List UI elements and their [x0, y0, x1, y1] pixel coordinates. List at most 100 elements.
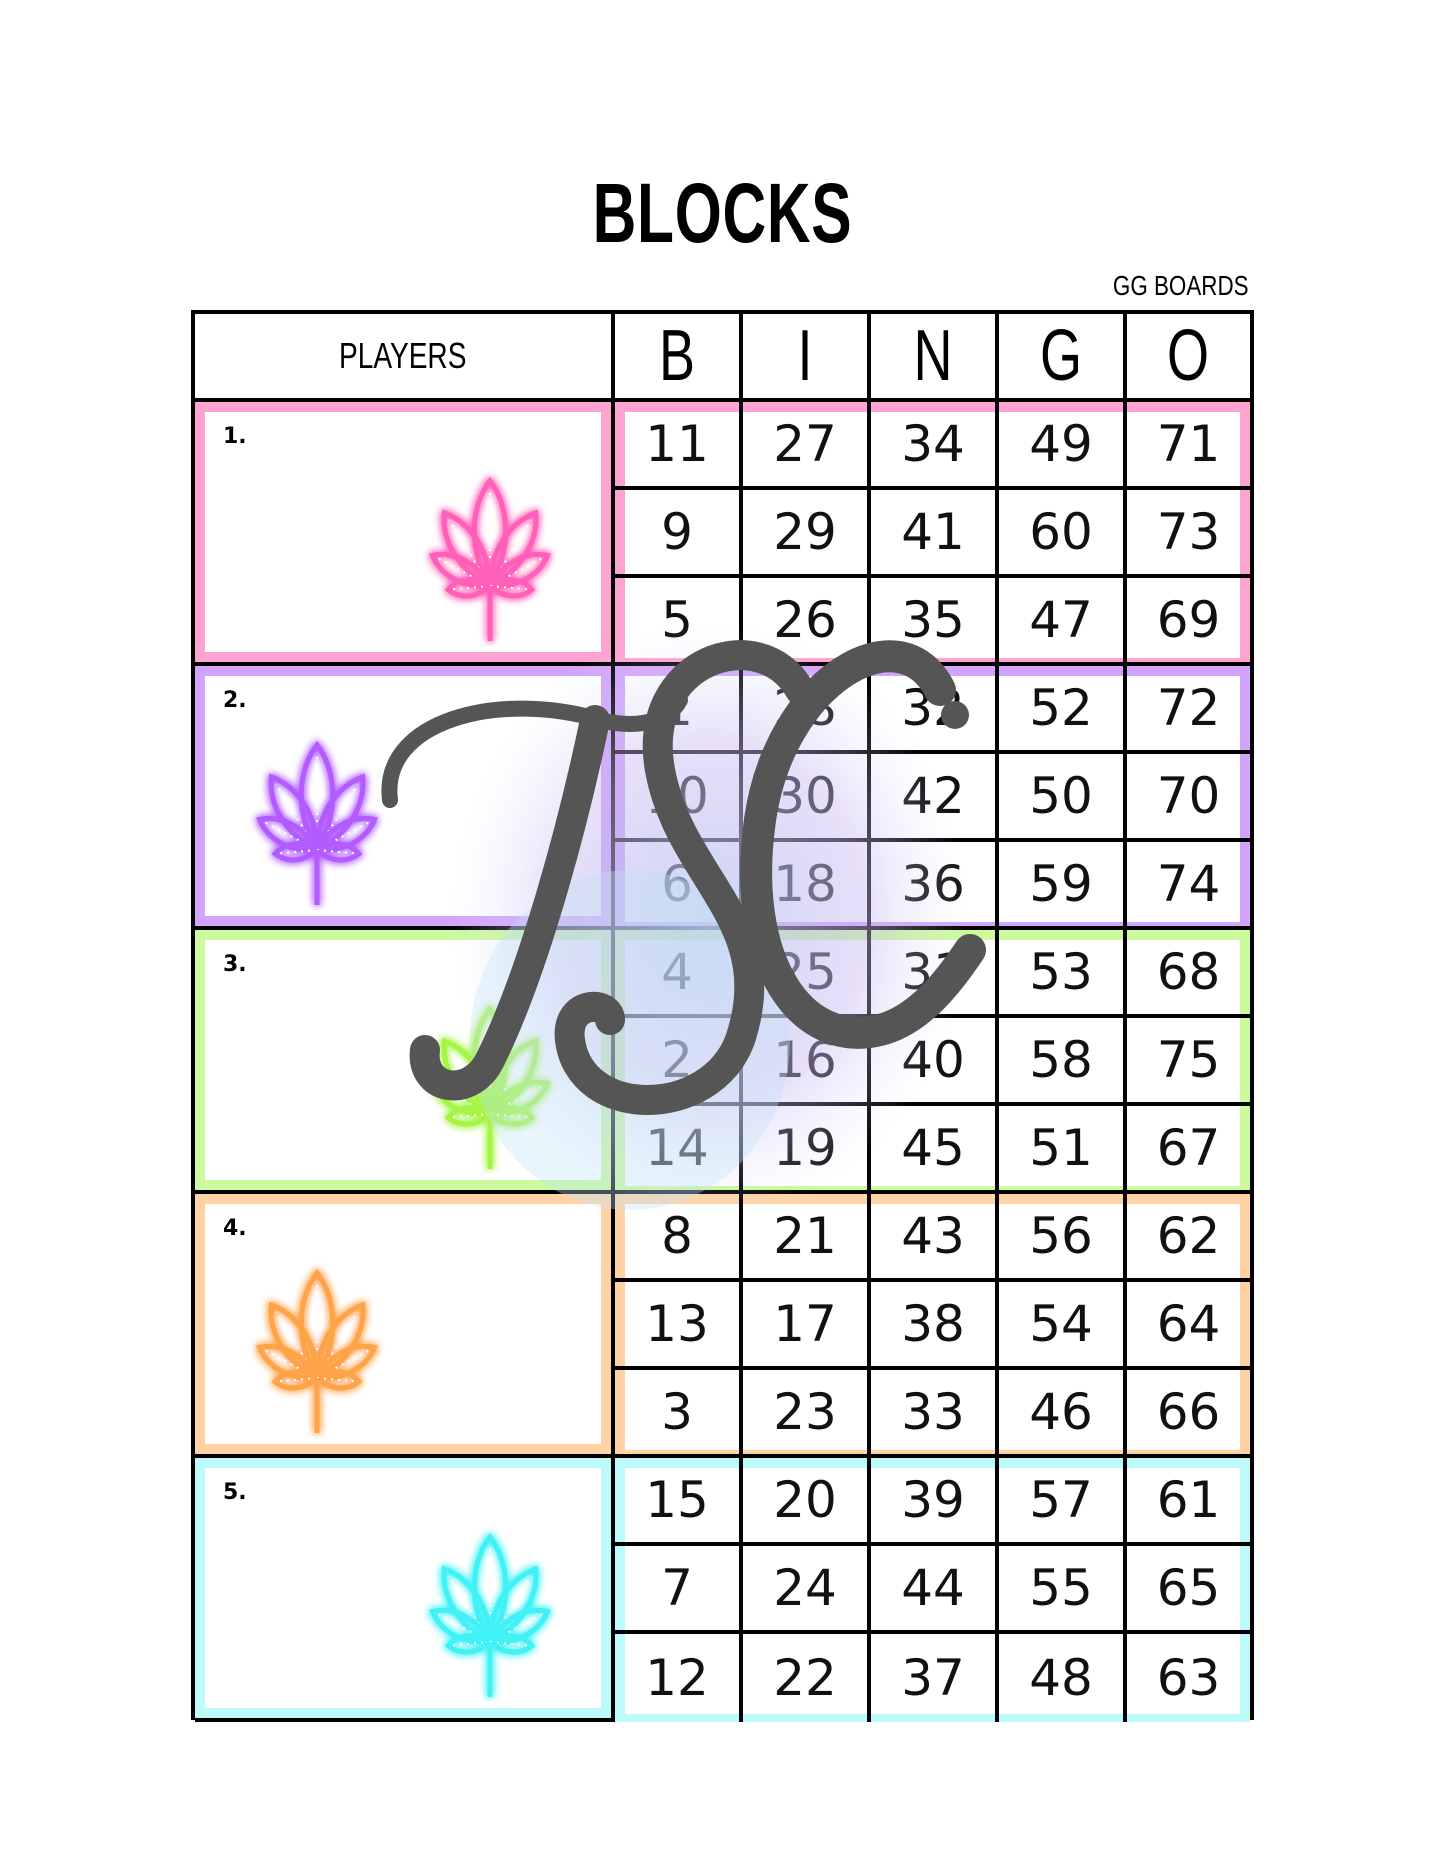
header-letter-label: G: [1039, 316, 1082, 396]
number-cell[interactable]: 14: [615, 1106, 743, 1194]
number-value: 20: [773, 1471, 837, 1529]
number-cell[interactable]: 46: [999, 1370, 1127, 1458]
number-cell[interactable]: 9: [615, 490, 743, 578]
number-cell[interactable]: 26: [743, 578, 871, 666]
number-value: 39: [901, 1471, 965, 1529]
number-cell[interactable]: 71: [1127, 402, 1250, 490]
number-cell[interactable]: 52: [999, 666, 1127, 754]
number-cell[interactable]: 57: [999, 1458, 1127, 1546]
number-value: 18: [773, 855, 837, 913]
number-cell[interactable]: 3: [615, 1370, 743, 1458]
number-cell[interactable]: 16: [743, 1018, 871, 1106]
number-cell[interactable]: 19: [743, 1106, 871, 1194]
number-cell[interactable]: 30: [743, 754, 871, 842]
number-cell[interactable]: 22: [743, 1634, 871, 1722]
number-cell[interactable]: 54: [999, 1282, 1127, 1370]
header-letter-i: I: [743, 314, 871, 402]
number-cell[interactable]: 70: [1127, 754, 1250, 842]
number-cell[interactable]: 75: [1127, 1018, 1250, 1106]
number-cell[interactable]: 29: [743, 490, 871, 578]
number-cell[interactable]: 65: [1127, 1546, 1250, 1634]
number-cell[interactable]: 48: [999, 1634, 1127, 1722]
number-cell[interactable]: 1: [615, 666, 743, 754]
number-value: 60: [1029, 503, 1093, 561]
number-cell[interactable]: 72: [1127, 666, 1250, 754]
number-cell[interactable]: 32: [871, 666, 999, 754]
number-cell[interactable]: 49: [999, 402, 1127, 490]
number-cell[interactable]: 38: [871, 1282, 999, 1370]
number-cell[interactable]: 64: [1127, 1282, 1250, 1370]
number-cell[interactable]: 63: [1127, 1634, 1250, 1722]
number-cell[interactable]: 21: [743, 1194, 871, 1282]
number-value: 71: [1156, 415, 1221, 473]
number-cell[interactable]: 27: [743, 402, 871, 490]
number-cell[interactable]: 6: [615, 842, 743, 930]
number-cell[interactable]: 8: [615, 1194, 743, 1282]
number-cell[interactable]: 12: [615, 1634, 743, 1722]
number-cell[interactable]: 58: [999, 1018, 1127, 1106]
number-value: 47: [1029, 591, 1093, 649]
number-cell[interactable]: 2: [615, 1018, 743, 1106]
player-cell[interactable]: 2.: [195, 666, 615, 930]
number-cell[interactable]: 47: [999, 578, 1127, 666]
cannabis-leaf-icon: [207, 1208, 427, 1438]
number-cell[interactable]: 10: [615, 754, 743, 842]
player-block-2: 2. 1 28 32 52 72 10 30 42 50 70 6 18 36 59 74: [195, 666, 1250, 930]
number-cell[interactable]: 69: [1127, 578, 1250, 666]
number-value: 41: [901, 503, 965, 561]
number-value: 55: [1029, 1559, 1093, 1617]
number-cell[interactable]: 74: [1127, 842, 1250, 930]
number-value: 24: [773, 1559, 837, 1617]
number-cell[interactable]: 35: [871, 578, 999, 666]
number-cell[interactable]: 25: [743, 930, 871, 1018]
number-cell[interactable]: 37: [871, 1634, 999, 1722]
number-value: 9: [661, 503, 693, 561]
number-cell[interactable]: 56: [999, 1194, 1127, 1282]
number-cell[interactable]: 61: [1127, 1458, 1250, 1546]
player-cell[interactable]: 3.: [195, 930, 615, 1194]
number-cell[interactable]: 11: [615, 402, 743, 490]
number-cell[interactable]: 53: [999, 930, 1127, 1018]
player-cell[interactable]: 1.: [195, 402, 615, 666]
number-cell[interactable]: 24: [743, 1546, 871, 1634]
number-value: 57: [1029, 1471, 1093, 1529]
number-cell[interactable]: 39: [871, 1458, 999, 1546]
number-cell[interactable]: 50: [999, 754, 1127, 842]
player-cell[interactable]: 5.: [195, 1458, 615, 1722]
number-value: 67: [1156, 1119, 1221, 1177]
number-cell[interactable]: 43: [871, 1194, 999, 1282]
number-cell[interactable]: 4: [615, 930, 743, 1018]
number-cell[interactable]: 34: [871, 402, 999, 490]
number-cell[interactable]: 41: [871, 490, 999, 578]
number-cell[interactable]: 55: [999, 1546, 1127, 1634]
number-cell[interactable]: 73: [1127, 490, 1250, 578]
number-cell[interactable]: 42: [871, 754, 999, 842]
number-cell[interactable]: 68: [1127, 930, 1250, 1018]
number-cell[interactable]: 20: [743, 1458, 871, 1546]
number-cell[interactable]: 7: [615, 1546, 743, 1634]
number-cell[interactable]: 40: [871, 1018, 999, 1106]
number-cell[interactable]: 44: [871, 1546, 999, 1634]
number-cell[interactable]: 66: [1127, 1370, 1250, 1458]
number-value: 21: [773, 1207, 837, 1265]
number-cell[interactable]: 13: [615, 1282, 743, 1370]
number-cell[interactable]: 67: [1127, 1106, 1250, 1194]
number-cell[interactable]: 18: [743, 842, 871, 930]
player-number: 1.: [223, 424, 247, 449]
number-cell[interactable]: 45: [871, 1106, 999, 1194]
number-cell[interactable]: 62: [1127, 1194, 1250, 1282]
number-cell[interactable]: 33: [871, 1370, 999, 1458]
number-cell[interactable]: 5: [615, 578, 743, 666]
number-cell[interactable]: 36: [871, 842, 999, 930]
number-cell[interactable]: 28: [743, 666, 871, 754]
number-value: 23: [773, 1383, 837, 1441]
number-cell[interactable]: 59: [999, 842, 1127, 930]
number-cell[interactable]: 15: [615, 1458, 743, 1546]
number-cell[interactable]: 23: [743, 1370, 871, 1458]
number-cell[interactable]: 51: [999, 1106, 1127, 1194]
number-cell[interactable]: 31: [871, 930, 999, 1018]
number-cell[interactable]: 60: [999, 490, 1127, 578]
number-cell[interactable]: 17: [743, 1282, 871, 1370]
player-cell-frame: [195, 402, 611, 662]
player-cell[interactable]: 4.: [195, 1194, 615, 1458]
